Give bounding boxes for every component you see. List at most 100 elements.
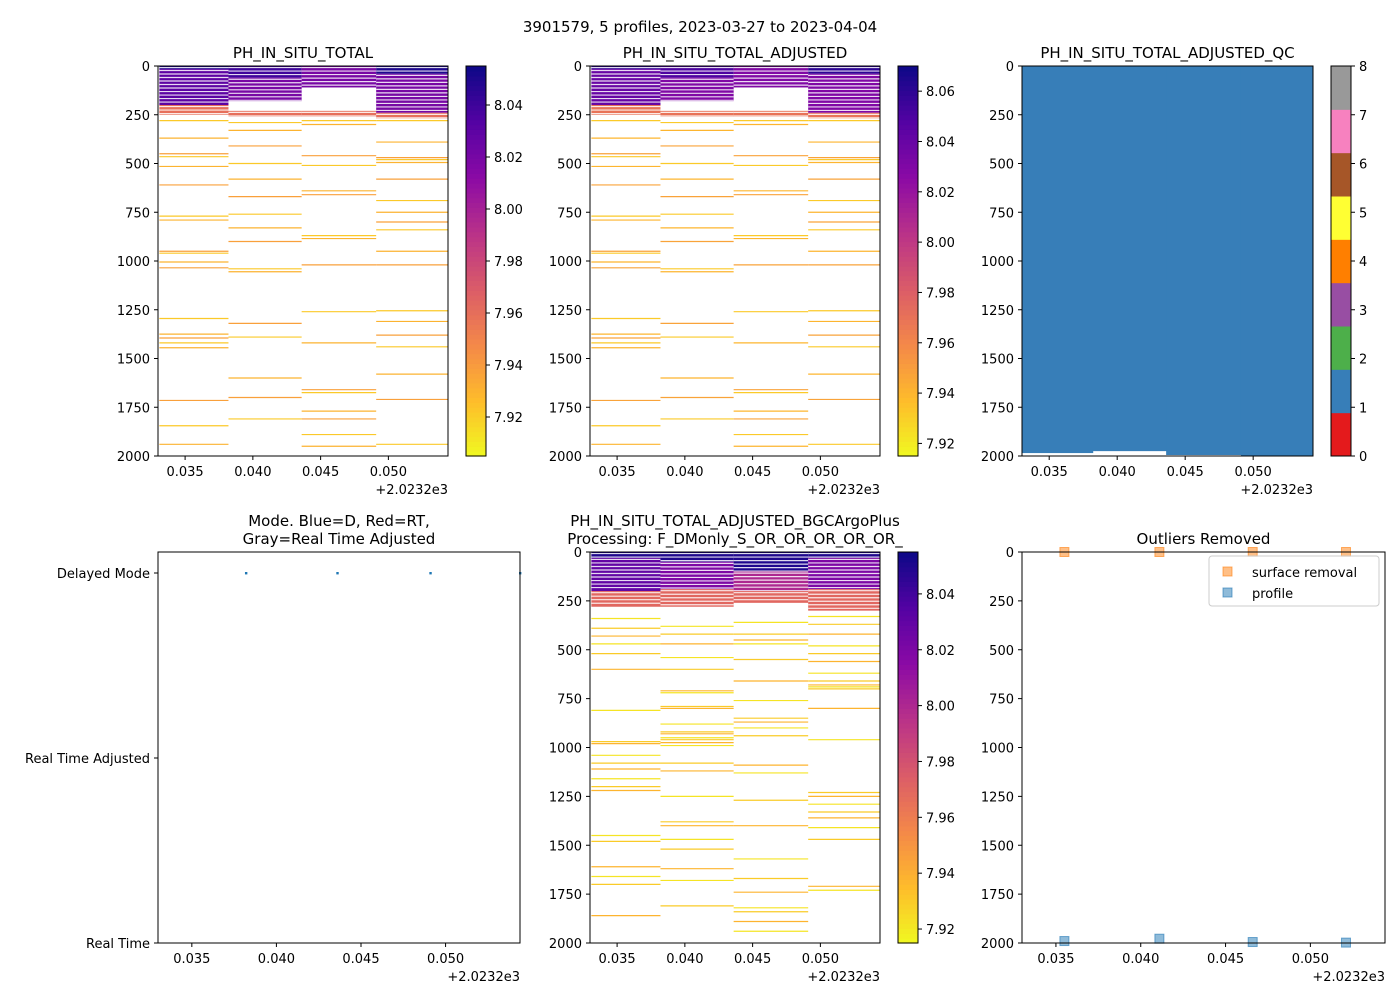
colorbar-segment [898,874,918,881]
colorbar-segment [466,75,486,82]
qc-profile-column [1092,66,1167,452]
heatmap-layer [733,552,809,572]
colorbar-segment [898,894,918,900]
y-tick-label: 750 [557,693,582,708]
colorbar-segment [898,397,918,403]
colorbar-segment [898,446,918,452]
colorbar-segment [898,610,918,617]
colorbar-segment [466,324,486,330]
colorbar-segment [898,635,918,641]
colorbar-segment [898,620,918,626]
colorbar-segment [898,412,918,418]
colorbar-segment [898,845,918,851]
colorbar-segment [466,353,486,360]
colorbar-segment [898,556,918,563]
colorbar-segment [466,222,486,228]
colorbar-segment [466,85,486,91]
colorbar-segment [466,392,486,399]
colorbar-segment [466,270,486,277]
y-tick-label: 750 [989,693,1014,708]
colorbar-segment [898,884,918,890]
x-tick-label: 0.035 [598,952,635,967]
plot-title: Gray=Real Time Adjusted [243,530,436,548]
colorbar-segment [898,639,918,646]
colorbar-segment [898,571,918,578]
colorbar-segment [466,70,486,77]
colorbar-segment [898,148,918,155]
y-tick-label: 1500 [549,353,582,368]
colorbar-segment [898,426,918,433]
colorbar-segment [466,187,486,194]
y-tick-label: 1000 [981,742,1014,757]
x-tick-label: 0.040 [234,465,271,480]
y-tick-label: 750 [125,206,150,221]
colorbar-segment [898,387,918,394]
colorbar-segment [466,402,486,408]
heatmap-layer [591,591,661,607]
colorbar-segment [898,693,918,700]
colorbar-segment [898,178,918,184]
heatmap-layer [376,112,448,119]
colorbar-segment [1331,282,1351,327]
colorbar-tick-label: 5 [1359,206,1367,221]
colorbar-segment [898,923,918,929]
heatmap-layer [733,110,809,117]
colorbar-segment [898,581,918,587]
colorbar-segment [898,275,918,282]
colorbar-segment [898,615,918,622]
y-tick-label: 1750 [981,888,1014,903]
colorbar-segment [898,339,918,345]
colorbar-segment [466,417,486,423]
y-tick-label: 1000 [981,255,1014,270]
colorbar-segment [898,139,918,145]
colorbar-segment [898,752,918,758]
colorbar-segment [898,742,918,749]
colorbar-segment [466,173,486,179]
colorbar-segment [898,600,918,607]
heatmap-layer [660,66,734,78]
colorbar-segment [898,683,918,690]
y-tick-label: 1750 [981,401,1014,416]
heatmap-layer [808,112,880,119]
colorbar-segment [898,334,918,340]
colorbar-segment [898,212,918,218]
colorbar-segment [898,207,918,213]
colorbar-frame [897,551,919,944]
colorbar-segment [898,561,918,568]
colorbar-segment [466,334,486,340]
colorbar: 0 1 2 3 4 5 6 7 8 [1330,60,1367,465]
colorbar-segment [466,382,486,389]
plot-title: PH_IN_SITU_TOTAL_ADJUSTED [623,44,848,63]
colorbar-segment [898,903,918,910]
colorbar-segment [898,723,918,729]
colorbar-segment [898,451,918,457]
heatmap-layer [660,110,734,117]
mode-points [244,572,522,575]
colorbar-tick-label: 8.04 [494,99,523,114]
colorbar-segment [898,713,918,719]
colorbar-segment [898,75,918,82]
figure-suptitle: 3901579, 5 profiles, 2023-03-27 to 2023-… [523,18,877,36]
colorbar-tick-label: 7.96 [926,811,955,826]
heatmap-cells [1022,66,1314,456]
colorbar-segment [466,261,486,267]
plot-title: Processing: F_DMonly_S_OR_OR_OR_OR_OR_ [567,530,903,549]
y-tick-label: 500 [125,158,150,173]
colorbar-segment [898,835,918,841]
colorbar-segment [466,207,486,213]
y-tick-label: 1500 [117,353,150,368]
x-offset-label: +2.0232e3 [807,970,880,985]
colorbar-tick-label: 7.96 [494,307,523,322]
y-tick-label: 1000 [549,742,582,757]
y-tick-label: 500 [557,158,582,173]
colorbar-segment [898,105,918,111]
colorbar-segment [898,70,918,77]
heatmap-layer [808,589,880,611]
colorbar-segment [898,407,918,413]
colorbar-segment [898,187,918,194]
colorbar-tick-label: 8.02 [494,151,523,166]
subplot-p6: 0 250 500 750 1000 1250 1500 1750 2000 0.035 0.040… [981,530,1386,985]
legend-marker [1222,566,1233,577]
subplot-p2: 0 250 500 750 1000 1250 1500 1750 2000 0.035 0.040… [549,44,955,498]
colorbar-segment [466,368,486,374]
